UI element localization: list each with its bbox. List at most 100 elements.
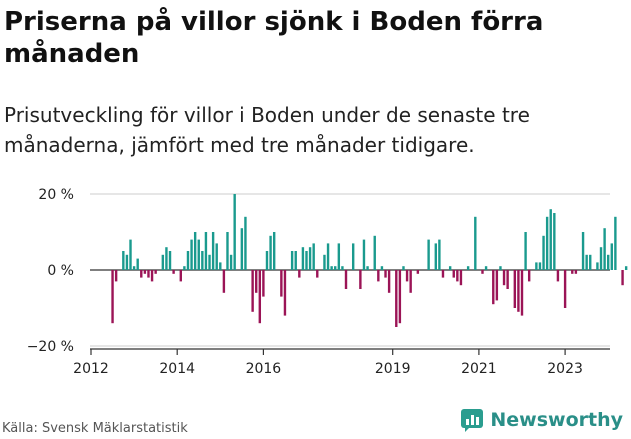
bar <box>535 262 538 270</box>
bar <box>186 251 190 270</box>
bar <box>265 251 269 270</box>
bar <box>362 239 366 270</box>
bar <box>111 270 114 324</box>
bar <box>251 270 254 312</box>
bar <box>599 247 603 270</box>
bar <box>621 270 624 286</box>
bar <box>308 247 312 270</box>
bar <box>513 270 517 308</box>
bar <box>190 239 193 270</box>
bar <box>211 232 215 270</box>
x-tick-label: 2021 <box>461 361 497 377</box>
bar <box>538 262 542 270</box>
bar <box>255 270 258 293</box>
newsworthy-logo-icon <box>461 409 484 432</box>
brand-name: Newsworthy <box>490 409 623 431</box>
bar <box>427 239 430 270</box>
bar <box>201 251 204 270</box>
bar <box>150 270 154 282</box>
x-tick-label: 2014 <box>159 361 195 377</box>
bar <box>140 270 143 278</box>
bar <box>305 251 308 270</box>
x-tick-label: 2016 <box>246 361 282 377</box>
bar <box>545 216 549 270</box>
bar <box>272 232 276 270</box>
bar <box>219 262 222 270</box>
bar <box>280 270 283 297</box>
bar <box>262 270 265 297</box>
bar <box>136 258 139 270</box>
bar <box>143 270 147 274</box>
bar <box>596 262 599 270</box>
bar <box>484 266 488 270</box>
bar <box>416 270 420 274</box>
bar <box>549 209 552 270</box>
bar <box>244 216 247 270</box>
bar <box>563 270 567 308</box>
bar <box>459 270 463 286</box>
bar <box>384 270 387 278</box>
bar <box>441 270 445 278</box>
source-note: Källa: Svensk Mäklarstatistik <box>2 421 188 436</box>
y-gridlines <box>90 193 610 347</box>
brand-logo[interactable]: Newsworthy <box>460 408 623 432</box>
bar <box>316 270 319 278</box>
bar <box>172 270 175 274</box>
x-axis: 2012 2014 2016 2019 2021 2023 <box>73 348 610 377</box>
bar <box>258 270 262 324</box>
bar <box>589 254 592 270</box>
bar <box>517 270 520 312</box>
bar <box>452 270 455 278</box>
bar <box>527 270 531 282</box>
bar <box>366 266 369 270</box>
bar <box>290 251 294 270</box>
bar <box>506 270 509 289</box>
bar <box>269 235 272 270</box>
bar <box>624 266 628 270</box>
bar <box>434 243 437 270</box>
bar <box>520 270 524 316</box>
bar <box>380 266 384 270</box>
bar <box>556 270 560 282</box>
x-tick-label: 2019 <box>375 361 411 377</box>
bar <box>154 270 157 274</box>
bar <box>398 270 402 324</box>
bar <box>125 254 129 270</box>
bar <box>301 247 305 270</box>
bar <box>341 266 344 270</box>
bar <box>122 251 125 270</box>
bar <box>474 216 477 270</box>
bar <box>466 266 470 270</box>
y-tick-label: −20 % <box>27 339 74 355</box>
bar <box>334 266 337 270</box>
bar <box>323 254 326 270</box>
bar <box>222 270 226 293</box>
bar <box>481 270 484 274</box>
bar <box>409 270 412 293</box>
bar <box>499 266 502 270</box>
bar <box>165 247 168 270</box>
bar <box>168 251 172 270</box>
bar <box>344 270 348 289</box>
bar <box>183 266 186 270</box>
y-axis-labels: 20 % 0 % −20 % <box>27 187 74 355</box>
bar <box>215 243 218 270</box>
bar <box>607 254 610 270</box>
bar <box>574 270 578 274</box>
bar <box>204 232 208 270</box>
bar <box>603 228 606 270</box>
chart-subtitle: Prisutveckling för villor i Boden under … <box>4 103 530 157</box>
bar <box>208 254 211 270</box>
bar <box>233 194 236 270</box>
bar <box>581 232 585 270</box>
bar <box>373 235 376 270</box>
bar <box>161 254 165 270</box>
bar <box>197 239 200 270</box>
bar <box>571 270 574 274</box>
bar <box>193 232 197 270</box>
bar <box>524 232 527 270</box>
bar <box>492 270 495 305</box>
bar <box>312 243 315 270</box>
bar <box>326 243 330 270</box>
